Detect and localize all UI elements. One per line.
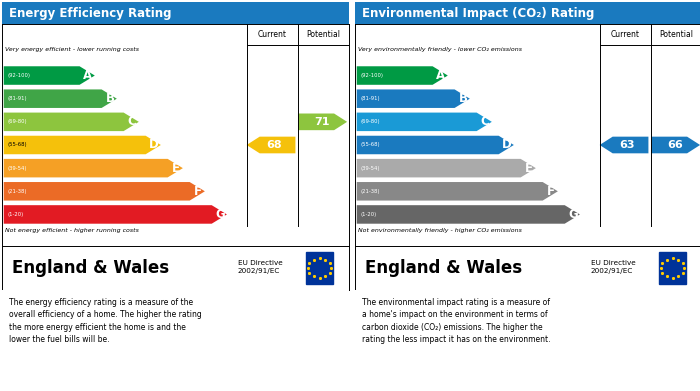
Polygon shape bbox=[357, 90, 470, 108]
Polygon shape bbox=[246, 137, 295, 153]
Text: Potential: Potential bbox=[307, 30, 340, 39]
Text: Energy Efficiency Rating: Energy Efficiency Rating bbox=[9, 7, 171, 20]
Text: Not environmentally friendly - higher CO₂ emissions: Not environmentally friendly - higher CO… bbox=[358, 228, 522, 233]
Text: C: C bbox=[481, 115, 489, 128]
Polygon shape bbox=[4, 182, 205, 201]
Text: (81-91): (81-91) bbox=[7, 96, 27, 101]
Text: A: A bbox=[436, 69, 445, 82]
Text: The energy efficiency rating is a measure of the
overall efficiency of a home. T: The energy efficiency rating is a measur… bbox=[9, 298, 202, 344]
Text: Potential: Potential bbox=[659, 30, 694, 39]
Text: Very energy efficient - lower running costs: Very energy efficient - lower running co… bbox=[6, 47, 139, 52]
Text: (92-100): (92-100) bbox=[7, 73, 30, 78]
Text: The environmental impact rating is a measure of
a home's impact on the environme: The environmental impact rating is a mea… bbox=[362, 298, 550, 344]
Text: Very environmentally friendly - lower CO₂ emissions: Very environmentally friendly - lower CO… bbox=[358, 47, 522, 52]
Polygon shape bbox=[4, 136, 161, 154]
Bar bbox=[307, 252, 332, 284]
Text: (69-80): (69-80) bbox=[360, 119, 380, 124]
Polygon shape bbox=[357, 159, 536, 178]
Text: (81-91): (81-91) bbox=[360, 96, 380, 101]
Text: 63: 63 bbox=[620, 140, 635, 150]
Text: G: G bbox=[568, 208, 578, 221]
Text: Current: Current bbox=[611, 30, 640, 39]
Text: E: E bbox=[525, 161, 533, 175]
Polygon shape bbox=[357, 205, 580, 224]
Text: (21-38): (21-38) bbox=[360, 189, 379, 194]
Polygon shape bbox=[4, 90, 117, 108]
Text: (92-100): (92-100) bbox=[360, 73, 383, 78]
Text: (55-68): (55-68) bbox=[7, 142, 27, 147]
Text: B: B bbox=[458, 92, 468, 105]
Text: 66: 66 bbox=[667, 140, 683, 150]
Text: England & Wales: England & Wales bbox=[365, 259, 522, 277]
Text: B: B bbox=[106, 92, 115, 105]
Polygon shape bbox=[4, 205, 227, 224]
Text: C: C bbox=[127, 115, 136, 128]
Polygon shape bbox=[357, 136, 514, 154]
Polygon shape bbox=[357, 182, 558, 201]
Text: (55-68): (55-68) bbox=[360, 142, 380, 147]
Text: A: A bbox=[83, 69, 92, 82]
Text: (21-38): (21-38) bbox=[7, 189, 27, 194]
Text: D: D bbox=[149, 138, 159, 151]
Polygon shape bbox=[600, 137, 648, 153]
Bar bbox=[659, 252, 685, 284]
Polygon shape bbox=[357, 113, 492, 131]
Text: E: E bbox=[172, 161, 180, 175]
Text: F: F bbox=[194, 185, 202, 198]
Text: Current: Current bbox=[258, 30, 287, 39]
Polygon shape bbox=[357, 66, 448, 85]
Text: D: D bbox=[502, 138, 512, 151]
Text: (1-20): (1-20) bbox=[7, 212, 24, 217]
Text: (69-80): (69-80) bbox=[7, 119, 27, 124]
Text: Environmental Impact (CO₂) Rating: Environmental Impact (CO₂) Rating bbox=[362, 7, 594, 20]
Polygon shape bbox=[4, 66, 94, 85]
Text: Not energy efficient - higher running costs: Not energy efficient - higher running co… bbox=[6, 228, 139, 233]
Text: EU Directive
2002/91/EC: EU Directive 2002/91/EC bbox=[238, 260, 283, 274]
Polygon shape bbox=[651, 137, 700, 153]
Polygon shape bbox=[4, 159, 183, 178]
Text: (39-54): (39-54) bbox=[360, 166, 379, 170]
Polygon shape bbox=[298, 113, 347, 130]
Text: F: F bbox=[547, 185, 555, 198]
Text: (39-54): (39-54) bbox=[7, 166, 27, 170]
Text: England & Wales: England & Wales bbox=[13, 259, 169, 277]
Text: (1-20): (1-20) bbox=[360, 212, 377, 217]
Text: G: G bbox=[215, 208, 225, 221]
Text: 71: 71 bbox=[314, 117, 330, 127]
Polygon shape bbox=[4, 113, 139, 131]
Text: EU Directive
2002/91/EC: EU Directive 2002/91/EC bbox=[591, 260, 636, 274]
Text: 68: 68 bbox=[267, 140, 282, 150]
